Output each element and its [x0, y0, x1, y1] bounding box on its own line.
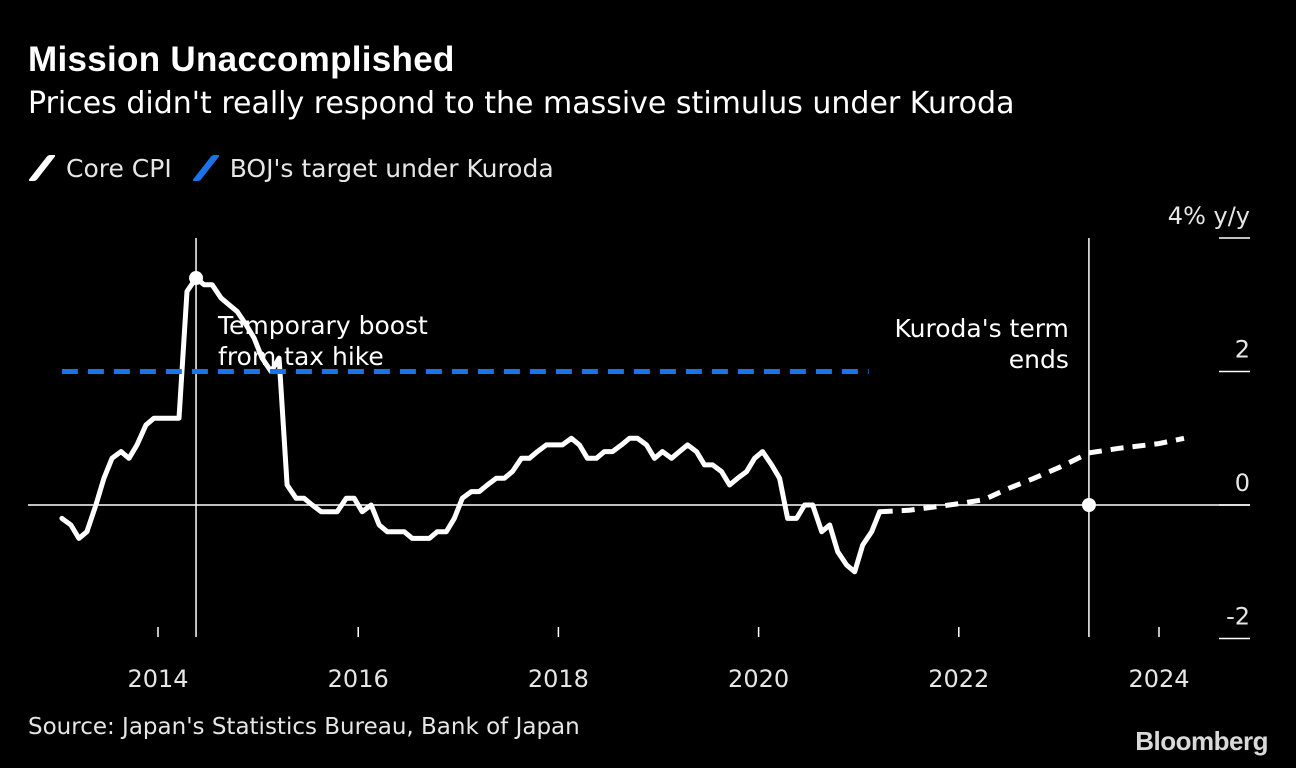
- annotation-text: from tax hike: [218, 342, 384, 371]
- y-tick-label: -2: [1226, 603, 1250, 631]
- legend-label-boj-target: BOJ's target under Kuroda: [229, 153, 554, 183]
- y-tick-label: 0: [1235, 469, 1250, 497]
- series-line-core-cpi: [59, 275, 883, 575]
- bloomberg-logo: Bloomberg: [1135, 726, 1268, 756]
- annotation-text: ends: [1009, 345, 1069, 374]
- annotation-marker: [1081, 498, 1096, 512]
- annotation-text: Temporary boost: [217, 311, 428, 340]
- x-tick-label: 2024: [1128, 665, 1189, 693]
- annotation-marker: [189, 271, 204, 286]
- y-tick-label: 2: [1235, 336, 1250, 364]
- legend-item-core-cpi: Core CPI: [27, 153, 172, 183]
- legend-label-core-cpi: Core CPI: [66, 153, 172, 183]
- chart-title: Mission Unaccomplished: [28, 40, 455, 79]
- series-line-core-cpi-forecast: [879, 435, 1185, 515]
- source-note: Source: Japan's Statistics Bureau, Bank …: [28, 714, 580, 740]
- x-tick-label: 2022: [928, 665, 989, 693]
- y-unit-label: 4% y/y: [1168, 202, 1250, 230]
- x-tick-label: 2018: [528, 665, 589, 693]
- annotation-text: Kuroda's term: [894, 314, 1068, 343]
- x-tick-label: 2014: [127, 665, 188, 693]
- x-tick-label: 2016: [328, 665, 389, 693]
- x-tick-label: 2020: [728, 665, 789, 693]
- legend: Core CPI BOJ's target under Kuroda: [27, 150, 576, 186]
- legend-item-boj-target: BOJ's target under Kuroda: [191, 153, 554, 183]
- chart-subtitle: Prices didn't really respond to the mass…: [28, 86, 1015, 121]
